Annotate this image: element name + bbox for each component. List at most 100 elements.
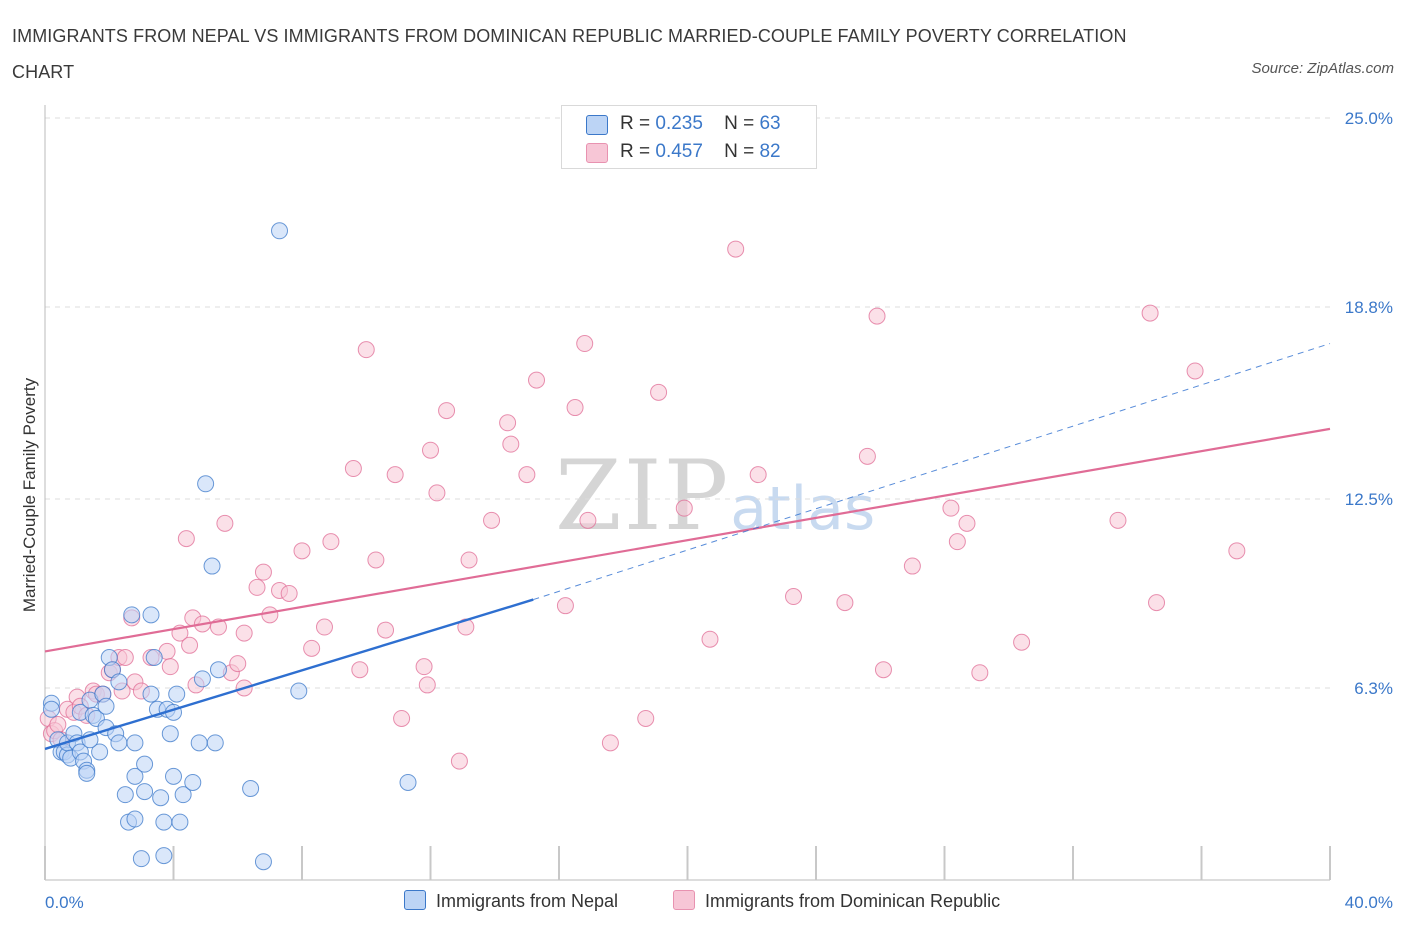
dominican-point [971, 664, 989, 682]
dominican-point [483, 511, 501, 529]
source-label: Source: ZipAtlas.com [1251, 60, 1394, 77]
dominican-point [675, 499, 693, 517]
nepal-point [110, 734, 128, 752]
nepal-point [271, 222, 289, 240]
dominican-point [357, 341, 375, 359]
nepal-point [91, 743, 109, 761]
y-tick-label: 18.8% [1345, 298, 1393, 317]
dominican-point [248, 578, 266, 596]
watermark-zip: ZIP [555, 440, 731, 552]
dominican-point [576, 335, 594, 353]
nepal-point [165, 767, 182, 785]
legend-swatch-nepal [586, 115, 608, 135]
dominican-point [422, 441, 439, 459]
nepal-point [168, 685, 186, 703]
dominican-point [579, 511, 597, 529]
nepal-point [155, 847, 173, 865]
nepal-trend-extension [533, 343, 1331, 601]
dominican-point [428, 484, 446, 502]
dominican-point [322, 533, 340, 551]
nepal-point [136, 783, 154, 801]
dominican-trend-line [44, 427, 1331, 653]
watermark-atlas: atlas [730, 474, 876, 544]
dominican-point [386, 466, 404, 484]
dominican-point [650, 383, 668, 401]
dominican-point [418, 676, 436, 694]
nepal-point [132, 850, 150, 868]
dominican-point [1013, 633, 1031, 651]
nepal-point [190, 734, 208, 752]
dominican-point [868, 307, 886, 325]
nepal-point [110, 673, 128, 691]
dominican-point [499, 414, 517, 432]
nepal-point [142, 685, 160, 703]
nepal-point [145, 648, 163, 666]
dominican-point [280, 584, 298, 602]
nepal-point [42, 700, 60, 718]
legend-bottom-label-dominican: Immigrants from Dominican Republic [705, 891, 1001, 911]
dominican-point [229, 655, 247, 673]
nepal-trend-line [44, 598, 534, 751]
legend-bottom-swatch-nepal [404, 890, 426, 910]
nepal-point [142, 606, 160, 624]
dominican-point [116, 648, 134, 666]
dominican-point [858, 447, 876, 465]
dominican-point [948, 533, 966, 551]
nepal-point [123, 606, 141, 624]
dominican-point [293, 542, 311, 560]
nepal-point [126, 767, 144, 785]
dominican-point [438, 402, 456, 420]
watermark: ZIPatlas [555, 440, 875, 552]
nepal-point [184, 773, 202, 791]
dominican-point [261, 606, 279, 624]
dominican-point [393, 709, 411, 727]
nepal-point [203, 557, 221, 575]
dominican-point [785, 588, 803, 606]
nepal-point [155, 813, 173, 831]
dominican-point [351, 661, 369, 679]
dominican-point [460, 551, 478, 569]
nepal-point [197, 475, 215, 493]
x-tick-label-min: 0.0% [45, 893, 84, 912]
legend-item-dominican: Immigrants from Dominican Republic [673, 890, 1000, 912]
legend-stats: R = 0.235 N = 63 R = 0.457 N = 82 [561, 105, 817, 169]
legend-r-label-dominican: R = [620, 141, 651, 162]
dominican-point [315, 618, 333, 636]
dominican-point [1141, 304, 1159, 322]
legend-r-label-nepal: R = [620, 113, 651, 134]
nepal-point [174, 786, 192, 804]
dominican-point [1109, 511, 1127, 529]
dominican-point [701, 630, 719, 648]
nepal-point [242, 780, 260, 798]
dominican-point [377, 621, 395, 639]
dominican-point [942, 499, 960, 517]
dominican-point [216, 514, 234, 532]
nepal-point [97, 697, 115, 715]
legend-n-value-dominican: 82 [759, 141, 781, 162]
dominican-point [528, 371, 546, 389]
y-tick-label: 6.3% [1354, 679, 1393, 698]
dominican-point [177, 530, 195, 548]
dominican-point [749, 466, 767, 484]
nepal-point [254, 853, 272, 871]
nepal-point [206, 734, 224, 752]
x-tick-label-max: 40.0% [1345, 893, 1393, 912]
dominican-point [874, 661, 892, 679]
nepal-point [152, 789, 170, 807]
nepal-point [116, 786, 134, 804]
dominican-point [49, 716, 67, 734]
nepal-point [78, 764, 96, 782]
dominican-point [161, 658, 179, 676]
legend-bottom-label-nepal: Immigrants from Nepal [436, 891, 619, 911]
dominican-point [727, 240, 745, 258]
legend-swatch-dominican [586, 143, 608, 163]
y-tick-label: 12.5% [1345, 490, 1393, 509]
legend-item-nepal: Immigrants from Nepal [404, 890, 618, 912]
legend-n-label-dominican: N = [724, 141, 755, 162]
dominican-point [367, 551, 385, 569]
nepal-point [126, 734, 144, 752]
legend-r-value-dominican: 0.457 [655, 141, 703, 162]
nepal-point [126, 810, 144, 828]
dominican-point [836, 594, 854, 612]
